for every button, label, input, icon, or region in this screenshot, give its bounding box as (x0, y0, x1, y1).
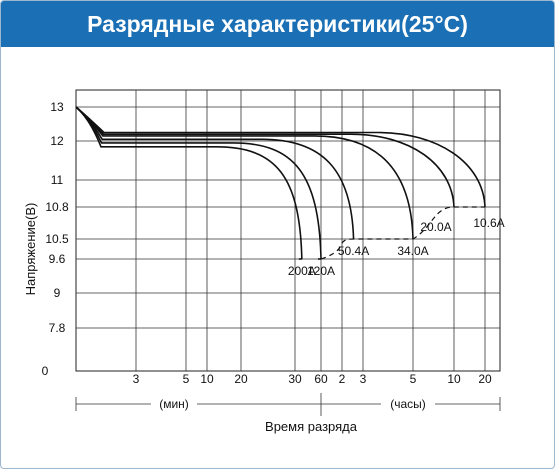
cutoff-line (320, 206, 485, 260)
y-tick-label: 9.6 (49, 252, 66, 266)
y-tick-label: 10.8 (45, 200, 69, 214)
x-axis-title: Время разряда (265, 419, 358, 434)
y-tick-label: 10.5 (45, 232, 69, 246)
y-tick-label: 12 (50, 134, 64, 148)
x-tick-label: 2 (339, 372, 346, 386)
curve-label: 10.6A (473, 216, 504, 230)
x-tick-label: 10 (200, 372, 214, 386)
x-tick-label: 20 (234, 372, 248, 386)
y-tick-label: 13 (50, 100, 64, 114)
x-tick-label: 5 (410, 372, 417, 386)
x-unit-min: (мин) (159, 397, 189, 411)
y-tick-label: 9 (54, 286, 61, 300)
discharge-curve (75, 106, 486, 208)
x-tick-label: 60 (314, 372, 328, 386)
x-ticks: 3 5 10 20 30 60 2 3 5 10 20 (133, 372, 492, 386)
y-tick-label: 0 (42, 364, 49, 378)
curve-label: 50.4A (338, 244, 369, 258)
x-unit-hours: (часы) (390, 397, 426, 411)
discharge-curve (75, 106, 303, 260)
x-tick-label: 10 (447, 372, 461, 386)
y-axis-title: Напряжение(В) (23, 203, 38, 296)
y-tick-label: 7.8 (49, 321, 66, 335)
curve-label: 120A (307, 264, 335, 278)
axis-extras: (мин) (часы) (75, 393, 501, 416)
discharge-curve (75, 106, 322, 260)
curve-label: 34.0A (397, 244, 428, 258)
y-ticks: 13 12 11 10.8 10.5 9.6 9 7.8 0 (42, 100, 69, 378)
chart-title: Разрядные характеристики(25°C) (1, 1, 554, 47)
x-tick-label: 5 (183, 372, 190, 386)
discharge-curve (75, 106, 455, 208)
curve-label: 200A (288, 264, 316, 278)
x-tick-label: 3 (133, 372, 140, 386)
end-voltage-dashed-line (320, 206, 485, 260)
x-tick-label: 20 (478, 372, 492, 386)
x-tick-label: 3 (360, 372, 367, 386)
plot-border (75, 89, 501, 372)
grid (75, 89, 501, 372)
x-tick-label: 30 (288, 372, 302, 386)
curve-label: 20.0A (420, 220, 451, 234)
discharge-curve (75, 106, 355, 240)
y-tick-label: 11 (51, 173, 64, 187)
discharge-curve (75, 106, 414, 240)
curves (75, 106, 486, 260)
